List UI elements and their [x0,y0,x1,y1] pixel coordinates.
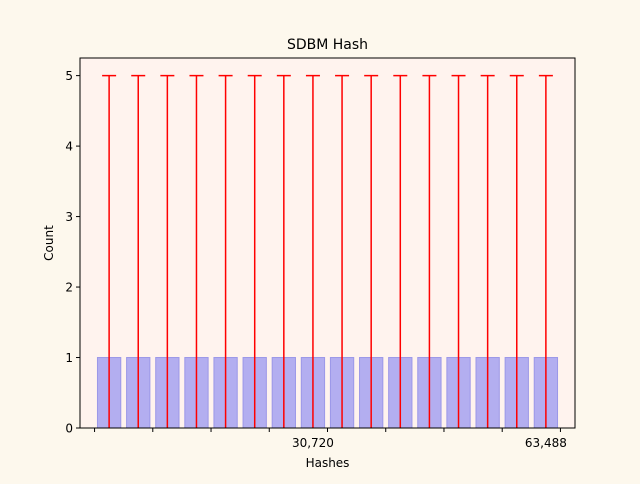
y-axis: 0 1 2 3 4 5 [65,69,80,436]
y-tick-label: 1 [65,351,73,365]
x-tick-label: 30,720 [292,436,334,450]
x-axis-label: Hashes [306,456,350,470]
y-tick-label: 4 [65,140,73,154]
y-tick-label: 3 [65,210,73,224]
y-tick-label: 2 [65,281,73,295]
plot-area [80,58,575,428]
y-axis-label: Count [42,225,56,261]
y-tick-label: 5 [65,69,73,83]
errorbars-layer [102,74,553,428]
chart-title: SDBM Hash [287,37,368,53]
y-tick-label: 0 [65,422,73,436]
x-tick-label: 63,488 [525,436,567,450]
x-axis: 30,720 63,488 [94,428,567,450]
